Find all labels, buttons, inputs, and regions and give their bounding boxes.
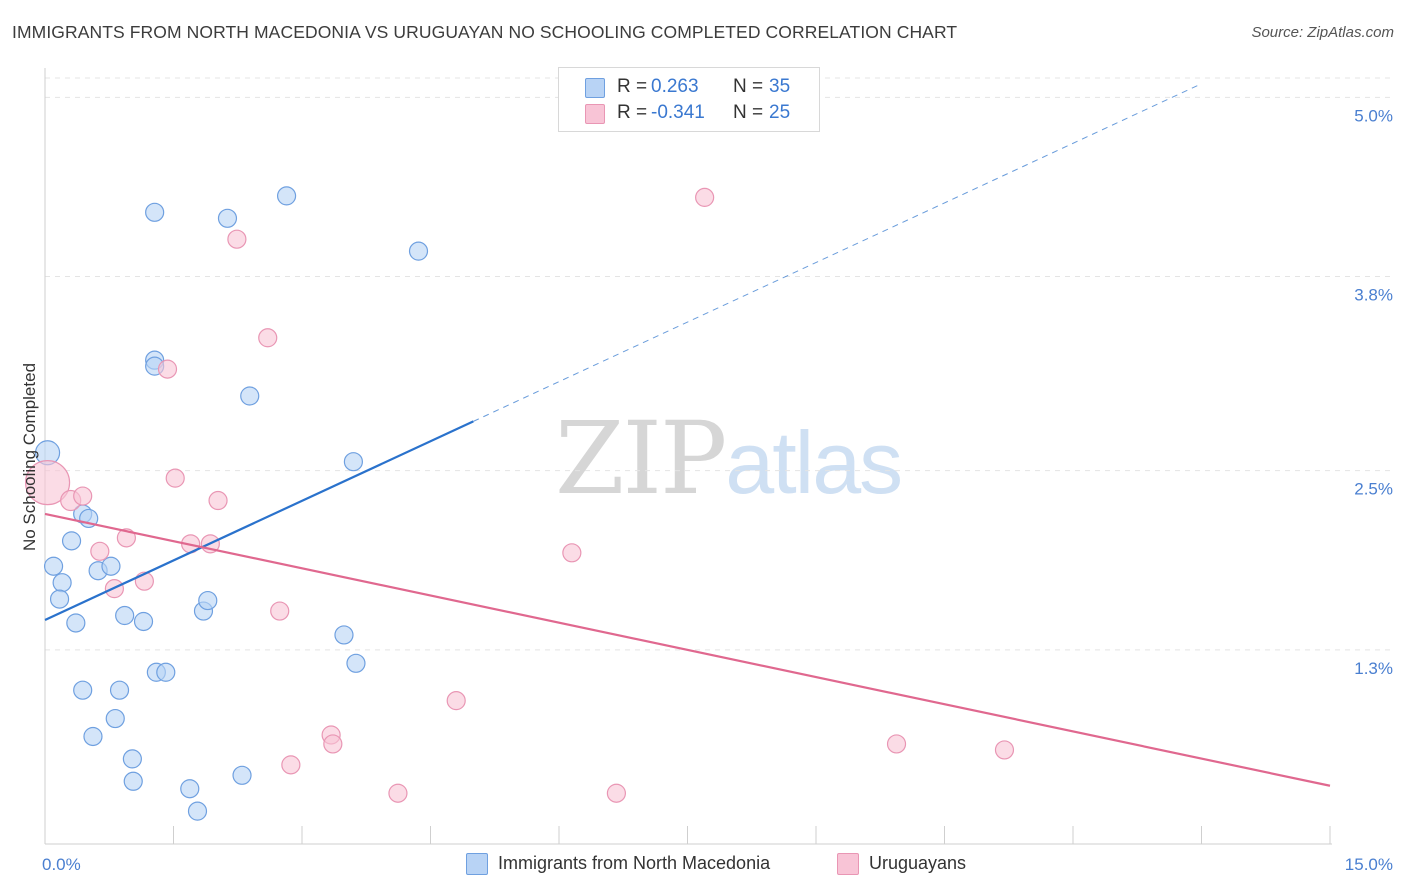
legend-n-label: N = [733,76,764,97]
legend-swatch-blue [466,853,488,875]
point-uruguayan [24,460,71,506]
point-uruguayan [208,490,228,511]
legend-r-value: -0.341 [651,102,705,123]
point-macedonia [43,556,64,576]
legend-r-label: R = [617,102,648,123]
point-uruguayan [281,755,301,775]
point-uruguayan [157,359,178,379]
point-uruguayan [446,691,466,711]
point-macedonia [101,556,121,576]
legend-swatch-pink [837,853,859,875]
x-tick-label: 15.0% [1345,855,1393,874]
point-macedonia [105,708,125,729]
y-tick-label: 5.0% [1354,106,1393,125]
point-macedonia [217,208,238,228]
trend-line-macedonia [44,420,474,621]
point-macedonia [343,452,363,472]
point-uruguayan [323,734,343,754]
point-uruguayan [270,601,290,621]
point-uruguayan [886,734,907,754]
point-macedonia [180,779,200,799]
y-tick-label: 2.5% [1354,480,1393,499]
legend-r-value: 0.263 [651,76,699,97]
point-macedonia [115,605,135,626]
legend-r-label: R = [617,76,648,97]
stats-legend: R = 0.263 N = 35 R = -0.341 N = 25 [558,67,820,132]
point-uruguayan [562,543,582,563]
point-macedonia [73,680,93,700]
point-macedonia [122,749,142,769]
point-macedonia [187,801,208,821]
point-macedonia [198,590,218,611]
point-macedonia [52,573,72,593]
point-macedonia [49,589,70,609]
point-macedonia [334,625,354,645]
point-uruguayan [227,229,247,249]
point-macedonia [66,613,86,633]
point-uruguayan [90,541,110,561]
point-macedonia [232,765,252,785]
point-macedonia [240,386,260,406]
legend-label: Immigrants from North Macedonia [498,853,771,873]
point-uruguayan [116,528,136,548]
y-axis-label: No Schooling Completed [20,362,39,552]
point-macedonia [346,653,366,673]
legend-n-label: N = [733,102,764,123]
point-macedonia [408,241,429,261]
legend-label: Uruguayans [869,853,967,873]
legend-n-value: 35 [769,76,791,97]
legend-swatch-pink [585,104,605,124]
series-legend: Immigrants from North Macedonia Uruguaya… [0,850,1406,878]
y-tick-label: 1.3% [1354,659,1393,678]
point-macedonia [156,662,176,682]
point-macedonia [145,202,165,222]
point-uruguayan [994,740,1015,760]
legend-n-value: 25 [769,102,791,123]
point-uruguayan [388,783,408,803]
point-macedonia [109,680,130,700]
x-tick-label: 0.0% [42,855,81,874]
y-tick-label: 3.8% [1354,286,1393,305]
point-macedonia [133,611,154,632]
source-credit: Source: ZipAtlas.com [1251,24,1394,41]
point-uruguayan [258,328,278,348]
chart-title: IMMIGRANTS FROM NORTH MACEDONIA VS URUGU… [12,22,958,42]
trend-extension-macedonia [473,83,1202,422]
legend-swatch-blue [585,78,605,98]
point-uruguayan [165,468,185,488]
point-uruguayan [606,783,626,803]
point-macedonia [123,771,143,791]
point-uruguayan [695,187,715,207]
point-uruguayan [73,486,93,506]
trend-line-uruguayan [44,512,1331,787]
point-macedonia [61,531,82,551]
point-macedonia [276,186,297,206]
point-macedonia [83,726,103,747]
